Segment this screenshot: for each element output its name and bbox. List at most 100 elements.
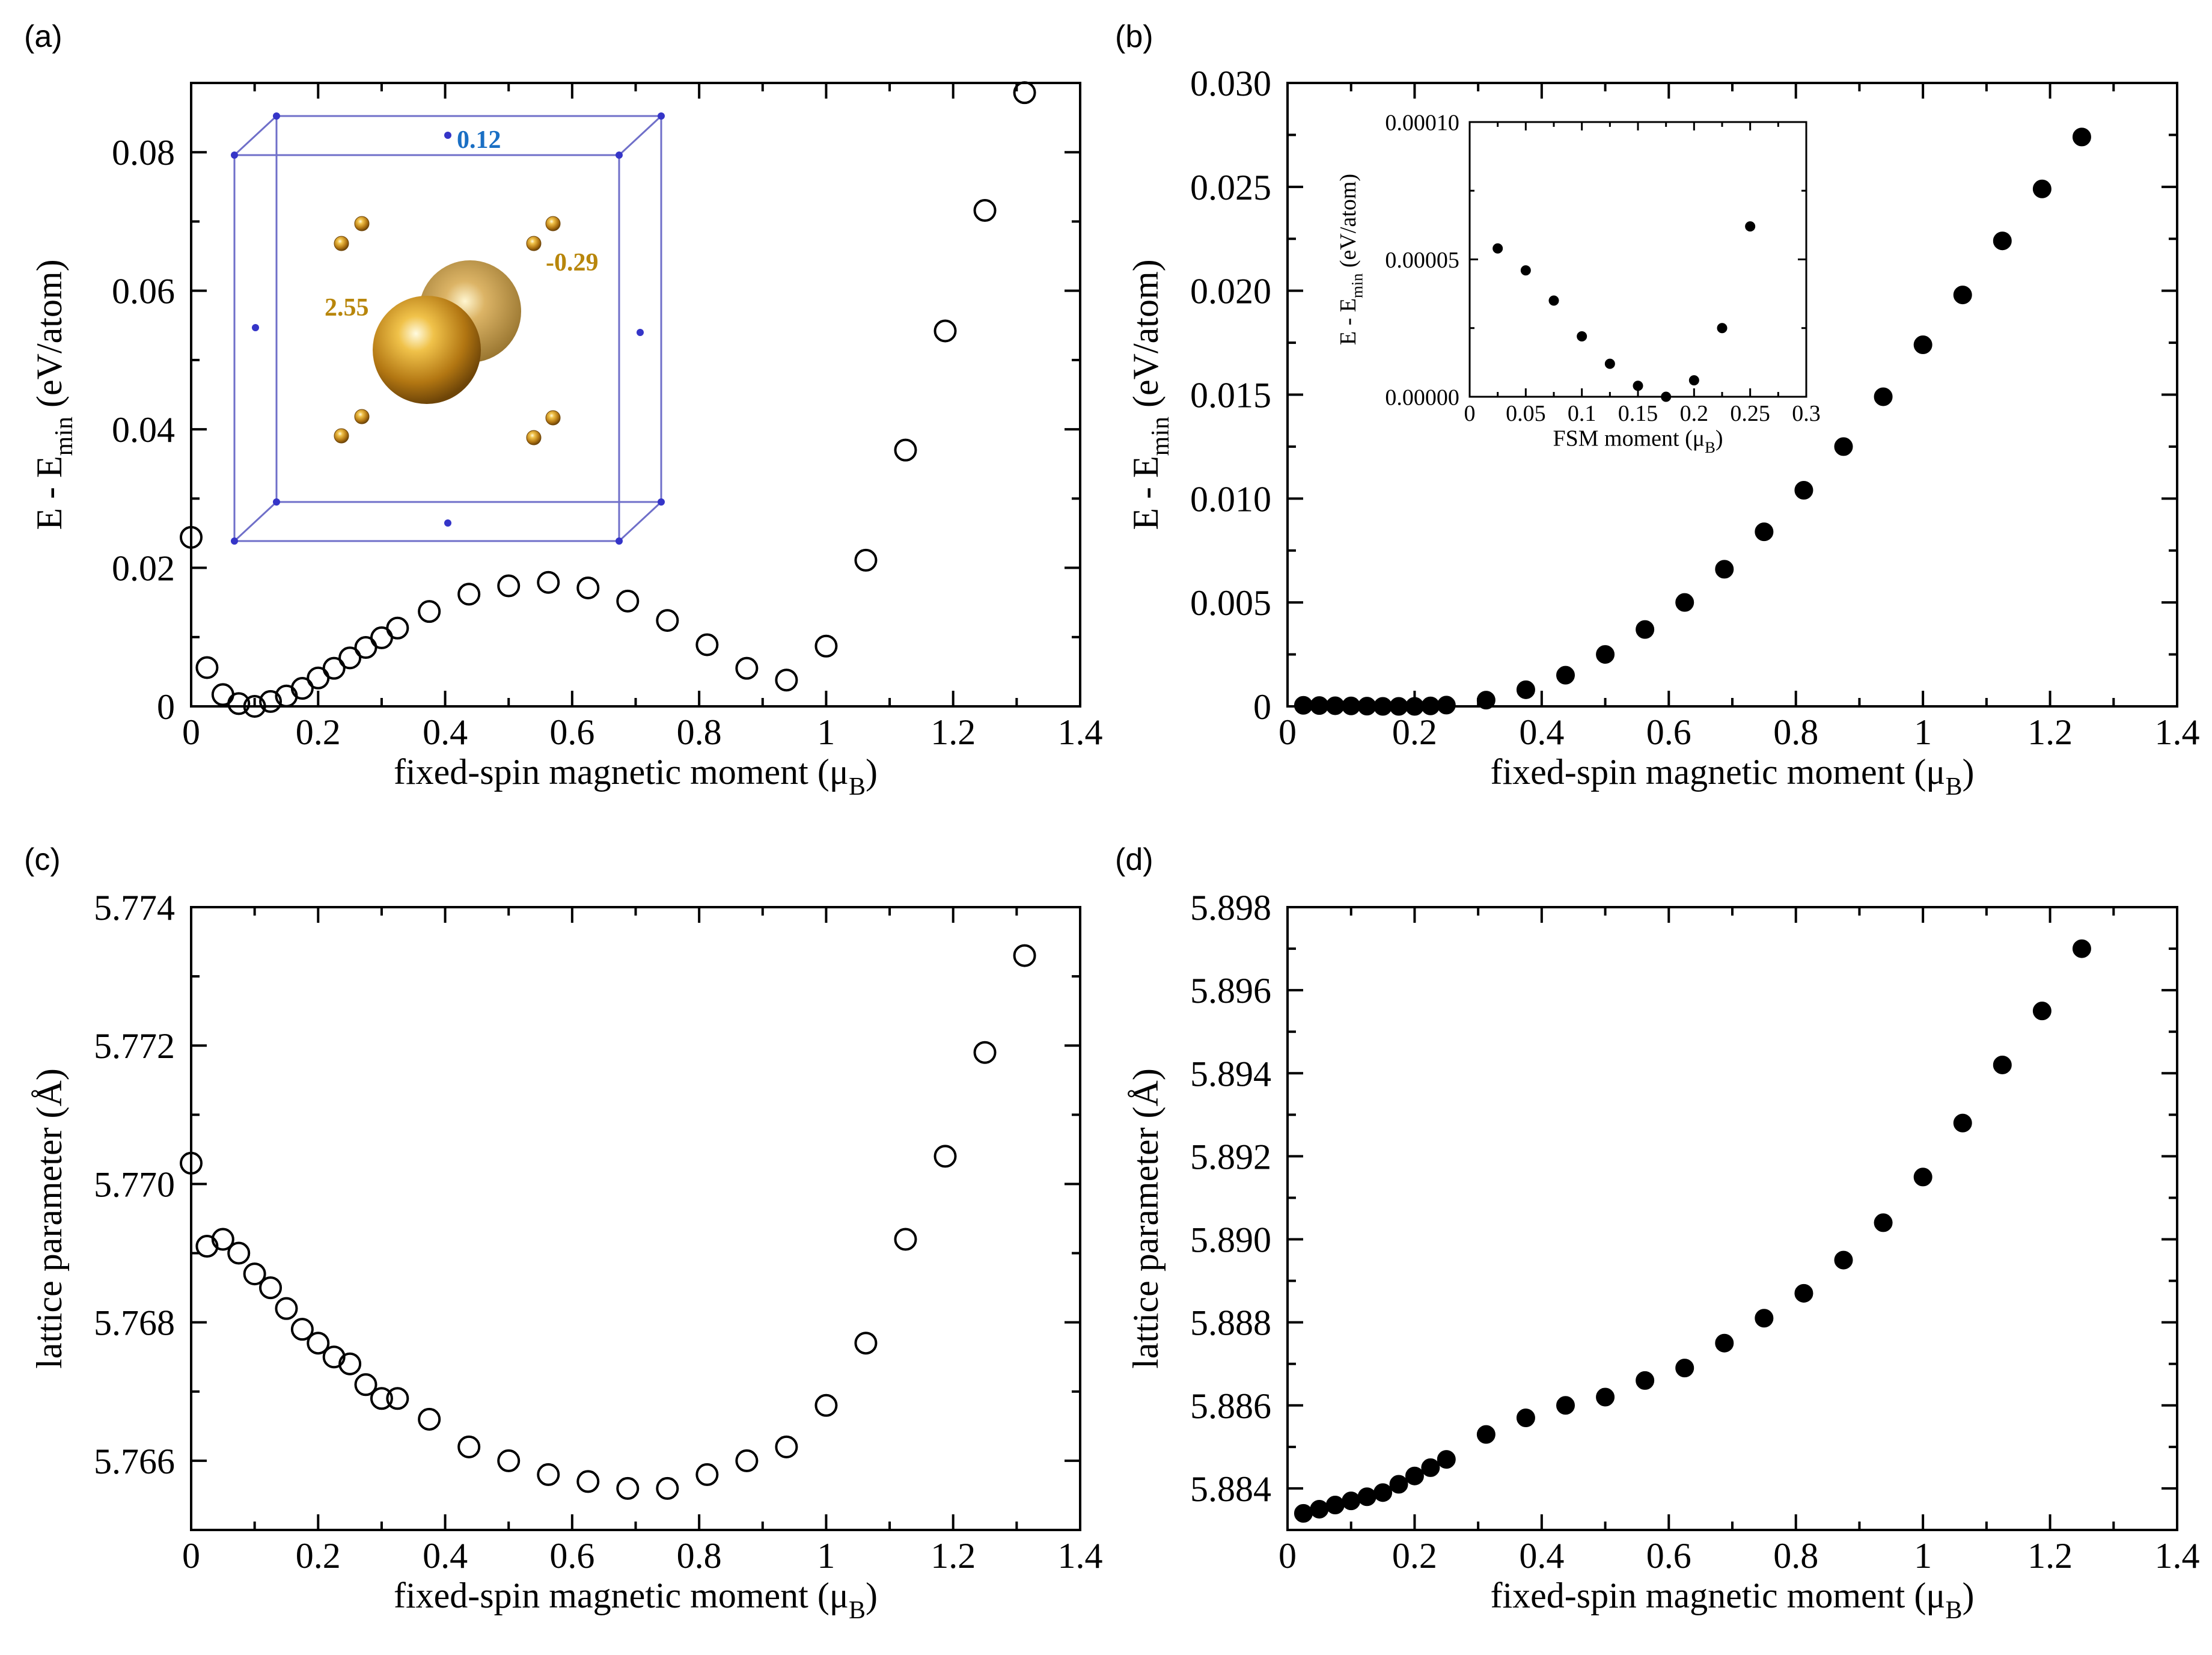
- panel-c: (c) 0 0.2 0.4 0.6 0.8 1 1.2 1.4 5.766 5.768 5.770 5.…: [24, 842, 1103, 1624]
- chart-b-data-point: [1310, 696, 1329, 715]
- chart-d-y-tick-label: 5.888: [1190, 1303, 1271, 1343]
- chart-c-data-point: [656, 1476, 679, 1500]
- chart-c-data-point: [195, 1235, 219, 1258]
- chart-b-data-point: [1993, 231, 2012, 251]
- chart-d-data-point: [1953, 1113, 1972, 1133]
- chart-c-data-point: [290, 1318, 314, 1341]
- chart-d-data-point: [1794, 1283, 1813, 1303]
- chart-a-data-point: [386, 616, 409, 640]
- blue-atom: [444, 519, 451, 527]
- chart-c-data-point: [275, 1297, 298, 1320]
- chart-a-x-tick-label: 0.8: [677, 712, 722, 752]
- chart-b-x-tick-label: 1.2: [2027, 712, 2073, 752]
- chart-d-data-point: [1325, 1496, 1345, 1515]
- chart-b-data-point: [1421, 696, 1440, 715]
- small-gold-atom: [545, 216, 561, 231]
- small-gold-atom: [545, 410, 561, 426]
- chart-c-data-point: [354, 1373, 377, 1397]
- blue-atom: [252, 324, 259, 331]
- chart-c-data-point: [854, 1332, 878, 1355]
- inset-b-x-tick-label: 0.25: [1730, 401, 1770, 426]
- chart-a-data-point: [243, 695, 266, 718]
- chart-d-data-point: [1675, 1359, 1694, 1378]
- chart-d-data-point: [1715, 1333, 1734, 1353]
- chart-a-y-tick-label: 0: [157, 687, 175, 727]
- chart-a-y-tick-label: 0.08: [112, 133, 175, 173]
- chart-a-x-tick-label: 0.6: [549, 712, 594, 752]
- blue-atom: [616, 151, 623, 159]
- chart-c-y-tick-label: 5.770: [94, 1164, 175, 1204]
- chart-d-data-point: [1636, 1371, 1655, 1390]
- chart-b-data-point: [1953, 286, 1972, 305]
- blue-atom: [658, 498, 665, 506]
- chart-c-x-axis-label: fixed-spin magnetic moment (μB): [394, 1576, 878, 1624]
- blue-atom: [444, 132, 451, 139]
- chart-c-y-tick-label: 5.774: [94, 888, 175, 928]
- chart-b-y-tick-label: 0.015: [1190, 376, 1271, 415]
- inset-chart-b: 0 0.05 0.1 0.15 0.2 0.25 0.3 0.00000 0.00005 0.00…: [1336, 110, 1821, 456]
- chart-c-x-tick-label: 0.8: [677, 1536, 722, 1576]
- chart-c-x-tick-label: 0: [182, 1536, 200, 1576]
- inset-b-y-tick-label: 0.00010: [1385, 110, 1459, 135]
- chart-b-data-point: [1357, 697, 1376, 716]
- cell-front-face: [233, 154, 620, 542]
- cell-edge: [618, 115, 662, 156]
- chart-a-data-point: [497, 574, 521, 598]
- chart-d-y-tick-label: 5.884: [1190, 1469, 1271, 1509]
- chart-b-data-point: [1675, 593, 1694, 612]
- small-gold-atom: [334, 236, 349, 251]
- chart-d-data-point: [1993, 1055, 2012, 1074]
- chart-c-data-point: [576, 1470, 600, 1493]
- chart-c-data-point: [616, 1476, 640, 1500]
- chart-d-y-tick-label: 5.896: [1190, 971, 1271, 1011]
- chart-d-x-tick-label: 1: [1914, 1536, 1932, 1576]
- chart-a-data-point: [418, 600, 441, 623]
- chart-c-data-point: [211, 1228, 234, 1251]
- chart-d-data-point: [1834, 1250, 1853, 1270]
- chart-a-data-point: [576, 576, 600, 599]
- chart-d-data-point: [1755, 1309, 1774, 1328]
- chart-a-data-point: [814, 634, 838, 658]
- chart-c-x-tick-label: 1.4: [1058, 1536, 1103, 1576]
- chart-b-data-point: [2032, 179, 2052, 198]
- chart-b-y-tick-label: 0: [1253, 687, 1271, 727]
- chart-a-x-tick-label: 0.2: [296, 712, 341, 752]
- chart-d-data-point: [1373, 1483, 1393, 1502]
- chart-a-data-point: [180, 525, 203, 549]
- moment-label-small-gold: -0.29: [546, 249, 599, 277]
- inset-b-data-point: [1604, 358, 1615, 369]
- inset-b-x-tick-label: 0.1: [1568, 401, 1596, 426]
- chart-b-x-tick-label: 0: [1279, 712, 1297, 752]
- chart-c-data-point: [307, 1332, 330, 1355]
- chart-a-x-axis-label: fixed-spin magnetic moment (μB): [394, 752, 878, 801]
- inset-b-y-axis-label: E - Emin (eV/atom): [1336, 174, 1366, 345]
- inset-b-data-point: [1688, 375, 1699, 386]
- chart-a-data-point: [775, 668, 798, 692]
- chart-a-data-point: [457, 583, 481, 606]
- panel-label-a: (a): [24, 19, 63, 54]
- inset-b-x-tick-label: 0.3: [1792, 401, 1821, 426]
- chart-c-data-point: [695, 1463, 719, 1486]
- chart-b-x-tick-label: 0.4: [1519, 712, 1564, 752]
- chart-c-data-point: [418, 1407, 441, 1431]
- inset-b-data-point: [1745, 221, 1756, 232]
- chart-c-x-tick-label: 1.2: [930, 1536, 976, 1576]
- chart-d-y-tick-label: 5.890: [1190, 1220, 1271, 1260]
- chart-b-data-point: [1556, 665, 1575, 685]
- small-gold-atom: [354, 216, 370, 231]
- chart-c-data-point: [338, 1352, 362, 1375]
- crystal-structure-inset: 0.12 2.55 -0.29: [231, 112, 665, 545]
- chart-d-data-point: [2032, 1002, 2052, 1021]
- chart-b-x-tick-label: 0.2: [1392, 712, 1437, 752]
- chart-c-y-axis-label: lattice parameter (Å): [29, 1068, 69, 1369]
- chart-a-data-point: [227, 692, 251, 715]
- chart-b-data-point: [2072, 127, 2091, 147]
- chart-c-data-point: [386, 1387, 409, 1410]
- chart-c-y-tick-label: 5.772: [94, 1026, 175, 1066]
- blue-atom: [616, 537, 623, 545]
- inset-b-data-point: [1520, 265, 1531, 276]
- chart-d-data-point: [1437, 1450, 1456, 1469]
- chart-b-y-tick-label: 0.020: [1190, 272, 1271, 311]
- chart-c-data-point: [322, 1345, 346, 1369]
